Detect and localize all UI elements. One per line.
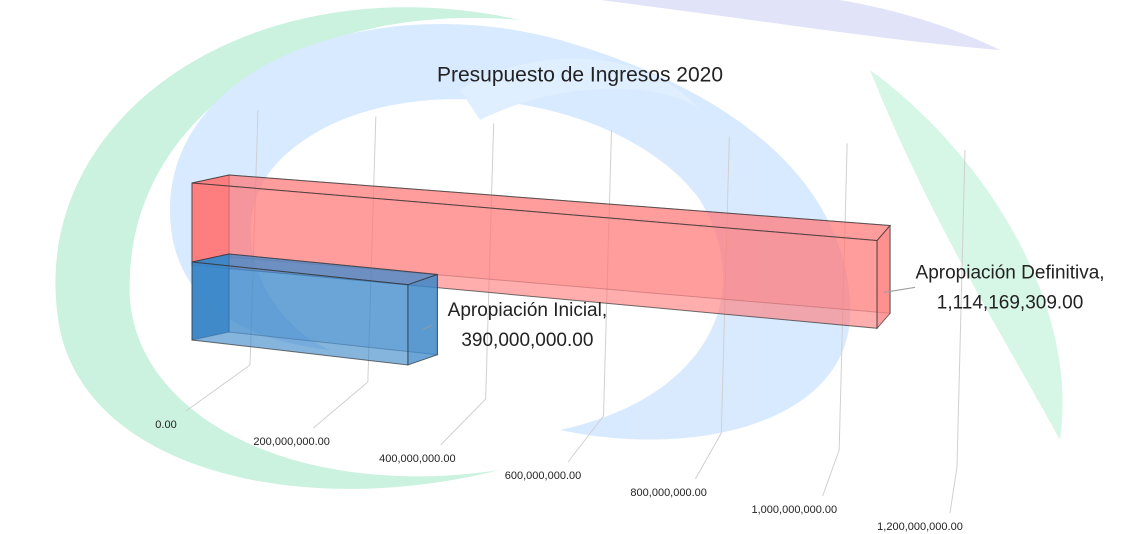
labels: 0.00 200,000,000.00 400,000,000.00 600,000,… — [155, 262, 1104, 532]
data-label: Apropiación Inicial, — [448, 300, 607, 321]
grid-line — [313, 381, 369, 429]
chart-title: Presupuesto de Ingresos 2020 — [437, 64, 723, 87]
bar-end-face — [407, 273, 438, 366]
x-tick-label: 1,000,000,000.00 — [752, 504, 838, 516]
data-label-separator: , — [1099, 262, 1104, 283]
bar-end-face — [876, 224, 891, 330]
data-label-leader — [883, 286, 916, 293]
grid-line — [956, 149, 966, 468]
x-tick-label: 0.00 — [155, 419, 176, 431]
data-label-value: 1,114,169,309.00 — [937, 292, 1084, 313]
grid-line — [949, 466, 958, 514]
x-tick-label: 1,200,000,000.00 — [877, 521, 963, 533]
data-label-separator: , — [602, 300, 607, 321]
x-tick-label: 400,000,000.00 — [379, 453, 455, 465]
grid-line — [440, 398, 487, 446]
x-tick-label: 600,000,000.00 — [505, 470, 581, 482]
grid-line — [185, 364, 251, 412]
data-label-value: 390,000,000.00 — [461, 330, 593, 351]
bars — [191, 174, 892, 366]
x-tick-label: 800,000,000.00 — [630, 487, 706, 499]
data-label-name: Apropiación Definitiva — [916, 262, 1100, 283]
data-label-leader — [422, 324, 433, 331]
grid-line — [822, 449, 840, 497]
grid-line — [567, 415, 604, 463]
data-label: Apropiación Definitiva, — [916, 262, 1105, 283]
x-tick-label: 200,000,000.00 — [253, 436, 329, 448]
grid-line — [694, 432, 722, 480]
data-label-name: Apropiación Inicial — [448, 300, 602, 321]
background-swirl — [55, 0, 1063, 489]
